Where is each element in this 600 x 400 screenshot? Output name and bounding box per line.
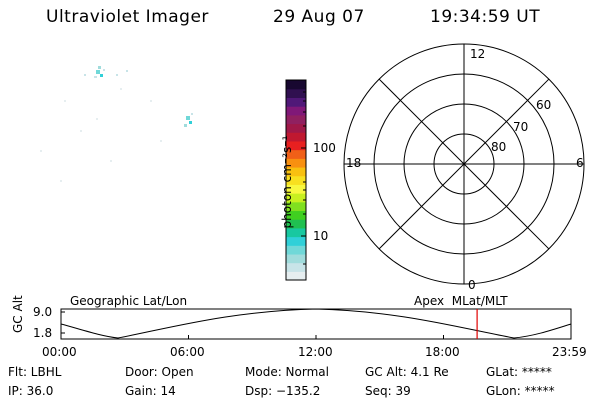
polar-label-0: 0 <box>468 278 476 292</box>
colorbar-ticks <box>301 91 306 265</box>
colorbar-cell <box>286 271 306 281</box>
colorbar-cell <box>286 262 306 272</box>
timeline-xtick-0600: 06:00 <box>170 345 205 359</box>
colorbar-cell <box>286 158 306 168</box>
info-door: Door: Open <box>125 365 194 379</box>
time-label: 19:34:59 UT <box>430 7 541 27</box>
timeline-right-title: Apex MLat/MLT <box>414 294 508 308</box>
colorbar-cell <box>286 175 306 185</box>
colorbar-tick-100: 100 <box>313 141 336 155</box>
polar-lat-70: 70 <box>513 120 529 134</box>
colorbar-cell <box>286 201 306 212</box>
info-gain: Gain: 14 <box>125 384 176 398</box>
polar-lat-60: 60 <box>536 98 552 112</box>
polar-lat-80: 80 <box>491 140 507 154</box>
colorbar-cell <box>286 106 306 116</box>
colorbar-cell <box>286 166 306 177</box>
colorbar-cell <box>286 227 306 238</box>
timeline-xtick-1200: 12:00 <box>298 345 333 359</box>
colorbar-cell <box>286 149 306 159</box>
colorbar-cell <box>286 114 306 125</box>
colorbar-cell <box>286 193 306 203</box>
timeline-xtick-1800: 18:00 <box>425 345 460 359</box>
aurora-speckles <box>40 66 193 182</box>
info-filter: Flt: LBHL <box>8 365 62 379</box>
colorbar-cell <box>286 132 306 142</box>
info-seq: Seq: 39 <box>365 384 411 398</box>
polar-label-12: 12 <box>470 47 486 61</box>
info-mode: Mode: Normal <box>245 365 329 379</box>
instrument-title: Ultraviolet Imager <box>46 7 209 27</box>
colorbar-cell <box>286 210 306 220</box>
timeline-ticks <box>60 311 572 339</box>
colorbar-cell <box>286 236 306 246</box>
colorbar-cell <box>286 97 306 107</box>
colorbar-cell <box>286 123 306 133</box>
colorbar-cell <box>286 88 306 98</box>
colorbar-cell <box>286 80 306 90</box>
timeline-left-title: Geographic Lat/Lon <box>70 294 188 308</box>
colorbar-cell <box>286 140 306 151</box>
polar-diagonal-2 <box>378 78 550 250</box>
colorbar-cell <box>286 253 306 264</box>
timeline-xtick-0000: 00:00 <box>42 345 77 359</box>
timeline-ytick-9: 9.0 <box>33 305 53 319</box>
polar-label-18: 18 <box>346 156 362 170</box>
info-glat: GLat: ***** <box>486 365 552 379</box>
info-dsp: Dsp: −135.2 <box>245 384 321 398</box>
colorbar-frame <box>285 79 307 281</box>
colorbar-cell <box>286 184 306 194</box>
date-label: 29 Aug 07 <box>273 7 365 27</box>
altitude-curve <box>60 308 572 339</box>
colorbar-cell <box>286 245 306 255</box>
info-gc-alt: GC Alt: 4.1 Re <box>365 365 449 379</box>
colorbar-cell <box>286 219 306 229</box>
timeline-ylabel: GC Alt <box>11 295 25 333</box>
info-glon: GLon: ***** <box>486 384 555 398</box>
info-ip: IP: 36.0 <box>8 384 54 398</box>
polar-label-6: 6 <box>576 156 584 170</box>
colorbar-cells <box>286 80 306 281</box>
timeline-xtick-2359: 23:59 <box>552 345 587 359</box>
colorbar-tick-10: 10 <box>313 229 329 243</box>
timeline-ytick-1: 1.8 <box>33 326 53 340</box>
